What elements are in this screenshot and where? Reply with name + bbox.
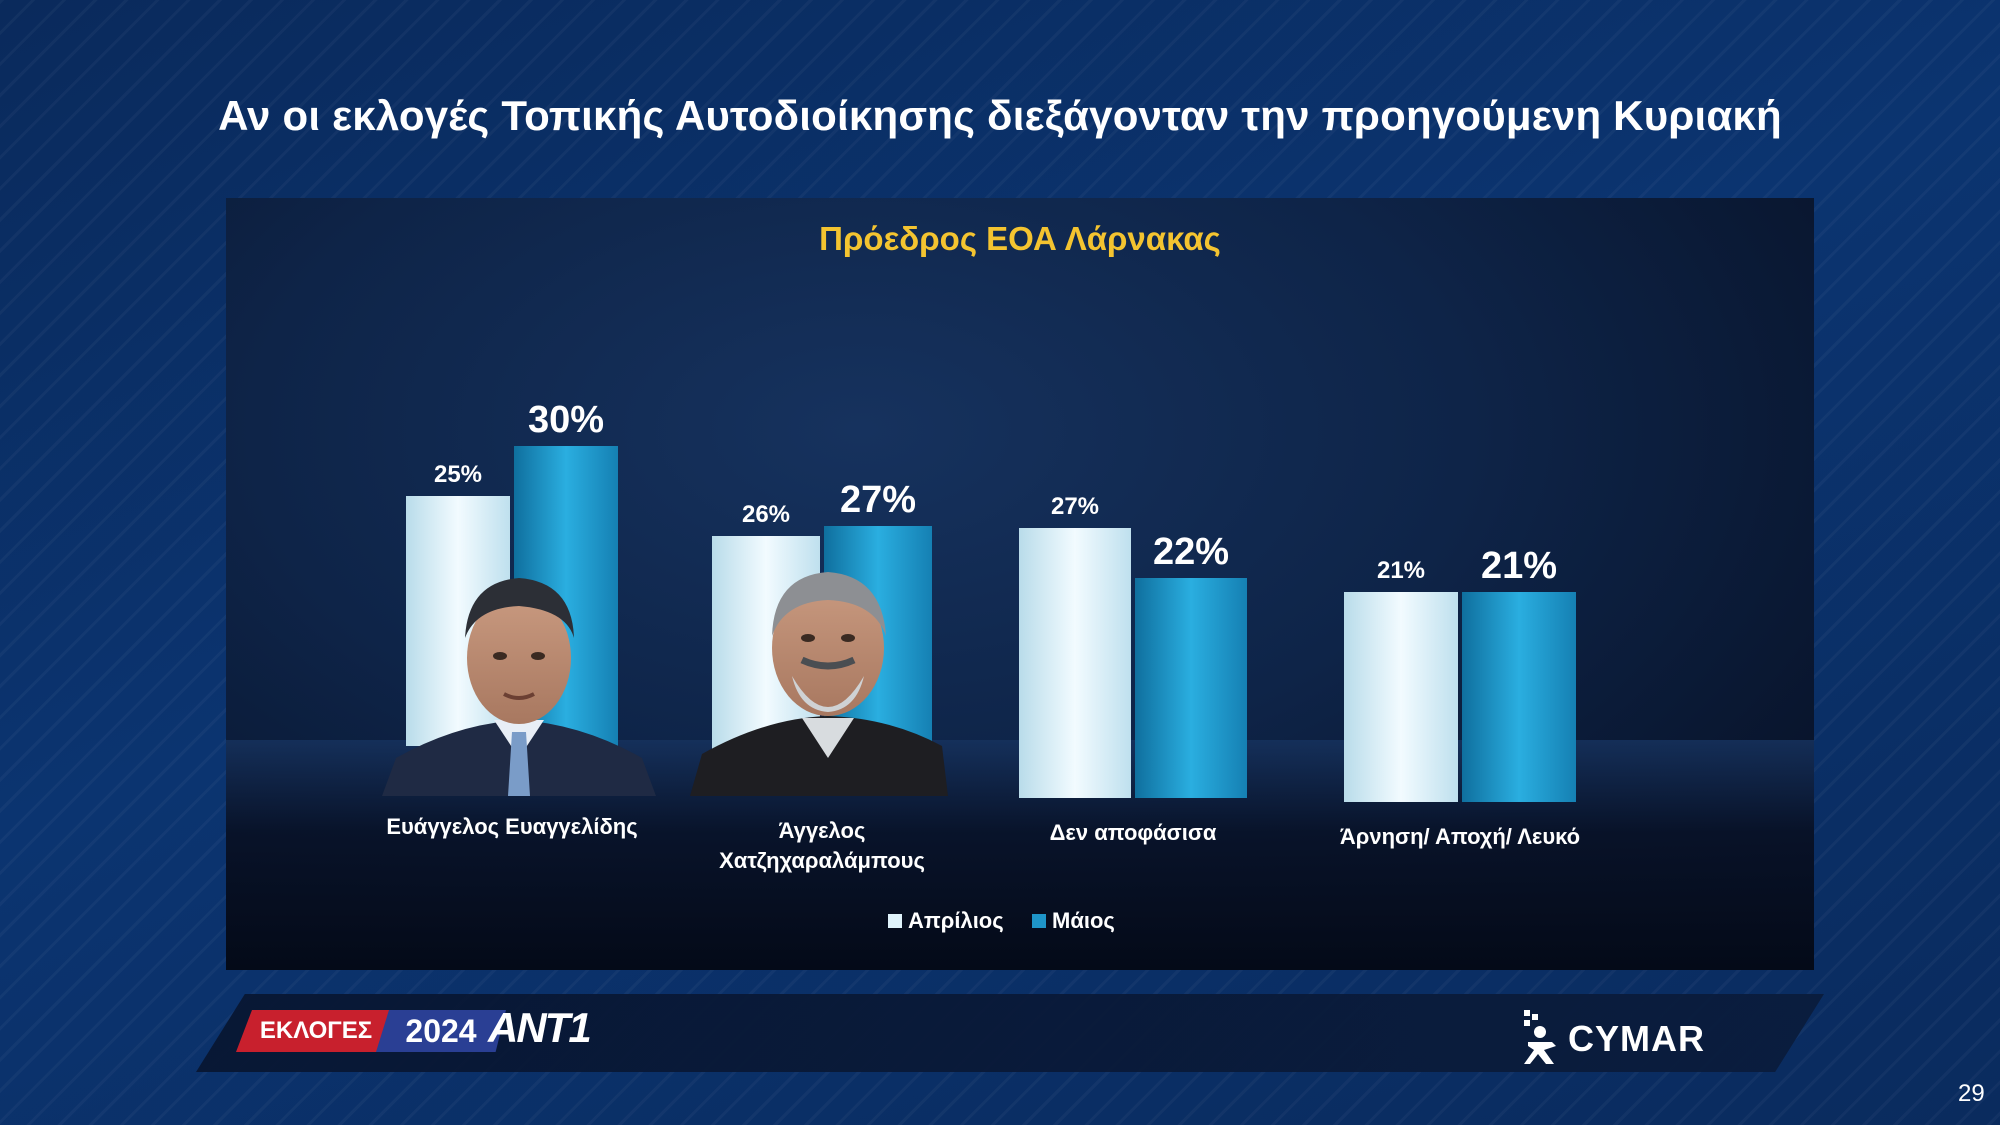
category-label-3: Άρνηση/ Αποχή/ Λευκό <box>1340 824 1580 849</box>
chart-legend: Απρίλιος Μάιος <box>226 908 1814 948</box>
legend-label-may: Μάιος <box>1052 908 1115 933</box>
chart-panel: Πρόεδρος ΕΟΑ Λάρνακας 25% 30% 26% 27% 27% 22%… <box>226 198 1814 970</box>
legend-item-may: Μάιος <box>1032 908 1115 934</box>
legend-item-april: Απρίλιος <box>888 908 1004 934</box>
cymar-wordmark: CYMAR <box>1568 1018 1705 1059</box>
data-label-april-3: 21% <box>1377 557 1425 584</box>
legend-swatch-april <box>888 914 902 928</box>
elections-tag: ΕΚΛΟΓΕΣ <box>236 1010 396 1052</box>
bar-april-3 <box>1344 592 1458 802</box>
data-label-april-0: 25% <box>434 461 482 488</box>
page-title: Αν οι εκλογές Τοπικής Αυτοδιοίκησης διεξ… <box>218 92 1782 139</box>
legend-swatch-may <box>1032 914 1046 928</box>
legend-label-april: Απρίλιος <box>908 908 1004 933</box>
ant1-logo: ANT1 <box>488 1004 592 1051</box>
data-label-may-0: 30% <box>528 399 604 441</box>
data-label-may-2: 22% <box>1153 531 1229 573</box>
category-label-2: Δεν αποφάσισα <box>1050 820 1217 845</box>
category-label-0: Ευάγγελος Ευαγγελίδης <box>386 814 637 839</box>
data-label-may-1: 27% <box>840 479 916 521</box>
category-label-1: Άγγελος Χατζηχαραλάμπους <box>719 818 925 873</box>
candidate-photo-chatzicharalambous <box>690 572 948 796</box>
bar-may-3 <box>1462 592 1576 802</box>
page-number: 29 <box>1958 1080 1985 1107</box>
candidate-photo-evangelides <box>382 578 656 796</box>
bar-chart: 25% 30% 26% 27% 27% 22% 21% 21% Ευάγγελος Ευαγγ… <box>382 399 1580 873</box>
data-label-april-2: 27% <box>1051 493 1099 520</box>
data-label-may-3: 21% <box>1481 545 1557 587</box>
bar-april-2 <box>1019 528 1131 798</box>
chart-title: Πρόεδρος ΕΟΑ Λάρνακας <box>819 220 1221 257</box>
elections-year: 2024 <box>376 1010 506 1052</box>
data-label-april-1: 26% <box>742 501 790 528</box>
bar-may-2 <box>1135 578 1247 798</box>
cymar-person-icon <box>1524 1010 1556 1064</box>
